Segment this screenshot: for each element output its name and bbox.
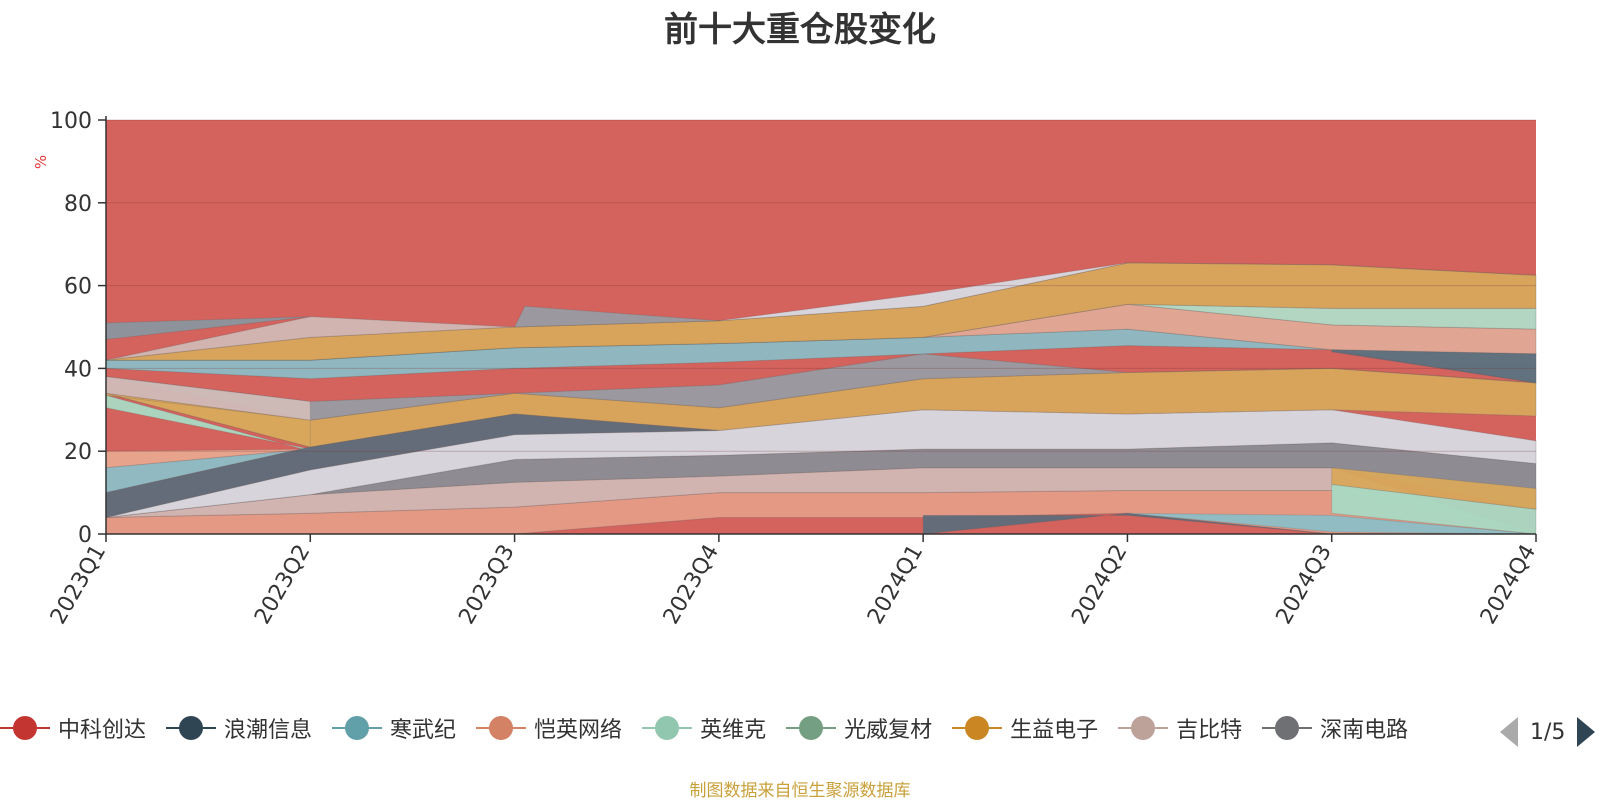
legend-label: 深南电路 — [1320, 718, 1409, 743]
legend: 中科创达 浪潮信息 寒武纪 恺英网络 英维克 光威复材 生益电子 吉比特 深南电路 — [0, 710, 1480, 746]
x-tick-label: 2024Q4 — [1476, 541, 1541, 629]
legend-marker-icon — [1262, 715, 1313, 741]
series-areas — [105, 120, 1537, 535]
x-tick-label: 2023Q4 — [659, 541, 724, 629]
legend-marker-icon — [952, 715, 1003, 741]
legend-item[interactable]: 生益电子 — [952, 712, 1098, 744]
legend-pager: 1/5 — [1500, 716, 1596, 748]
legend-next-arrow-icon[interactable] — [1577, 717, 1596, 747]
legend-item[interactable]: 寒武纪 — [332, 712, 456, 744]
y-tick-label: 100 — [50, 109, 92, 134]
source-footnote: 制图数据来自恒生聚源数据库 — [689, 781, 911, 801]
legend-marker-icon — [476, 715, 527, 741]
x-tick-label: 2023Q1 — [46, 541, 111, 629]
area-highlight-12 — [1331, 349, 1537, 384]
legend-marker-icon — [642, 715, 693, 741]
legend-label: 中科创达 — [58, 718, 147, 743]
legend-label: 吉比特 — [1176, 718, 1243, 743]
legend-item[interactable]: 光威复材 — [786, 712, 932, 744]
legend-item[interactable]: 英维克 — [642, 712, 766, 744]
area-chart: 0 20 40 60 80 100 2023Q1 2023Q2 2023Q3 2023Q4 2024… — [32, 109, 1541, 629]
y-axis-unit: % — [32, 155, 50, 169]
legend-label: 浪潮信息 — [224, 718, 313, 743]
area-highlight-11 — [1331, 467, 1537, 510]
y-tick-label: 0 — [78, 523, 92, 548]
area-highlight-3 — [105, 413, 719, 519]
legend-label: 寒武纪 — [390, 718, 457, 743]
area-highlight-13 — [718, 262, 1128, 322]
legend-marker-icon — [1118, 715, 1169, 741]
legend-label: 生益电子 — [1010, 718, 1099, 743]
area-highlight-7 — [513, 305, 719, 328]
legend-marker-icon — [786, 715, 837, 741]
grid-lines — [106, 119, 1536, 452]
legend-marker-icon — [166, 715, 217, 741]
legend-page-indicator: 1/5 — [1530, 719, 1566, 745]
legend-item[interactable]: 中科创达 — [0, 712, 146, 744]
y-tick-label: 20 — [64, 440, 92, 465]
x-tick-label: 2023Q2 — [250, 541, 315, 629]
legend-label: 光威复材 — [844, 718, 933, 743]
legend-label: 恺英网络 — [534, 718, 623, 743]
legend-item[interactable]: 恺英网络 — [476, 712, 622, 744]
chart-title: 前十大重仓股变化 — [664, 10, 936, 50]
legend-marker-icon — [0, 715, 50, 741]
x-tick-label: 2024Q2 — [1067, 541, 1132, 629]
legend-marker-icon — [332, 715, 383, 741]
x-tick-label: 2024Q1 — [863, 541, 928, 629]
legend-item[interactable]: 深南电路 — [1262, 712, 1408, 744]
x-tick-label: 2024Q3 — [1272, 541, 1337, 629]
legend-item[interactable]: 浪潮信息 — [166, 712, 312, 744]
y-tick-label: 60 — [64, 275, 92, 300]
legend-prev-arrow-icon[interactable] — [1500, 717, 1518, 747]
x-tick-label: 2023Q3 — [454, 541, 519, 629]
legend-item[interactable]: 吉比特 — [1118, 712, 1242, 744]
area-highlight-8 — [922, 512, 1332, 535]
y-tick-label: 40 — [64, 357, 92, 382]
y-tick-label: 80 — [64, 192, 92, 217]
legend-label: 英维克 — [700, 718, 767, 743]
